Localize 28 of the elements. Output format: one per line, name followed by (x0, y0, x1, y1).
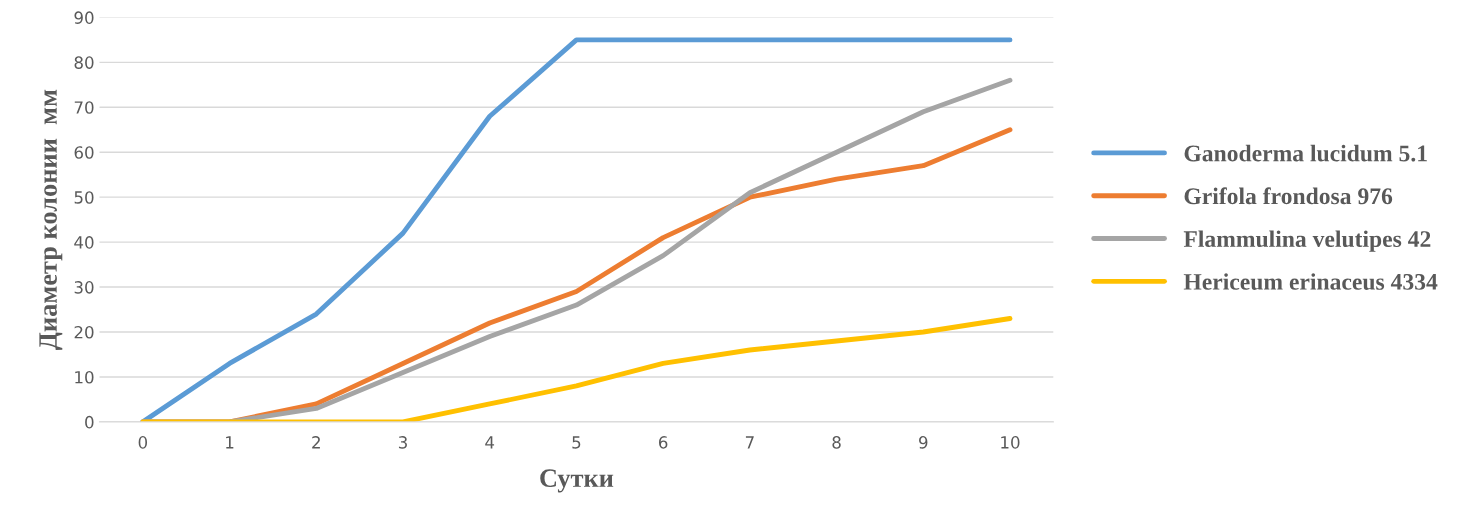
x-axis-title: Сутки (540, 469, 614, 493)
x-tick-label: 9 (919, 436, 928, 449)
x-tick-label: 10 (1001, 436, 1020, 449)
x-tick-label: 3 (398, 436, 407, 449)
y-tick-label: 80 (74, 56, 94, 69)
x-tick-label: 1 (226, 436, 234, 449)
y-tick-label: 90 (74, 11, 94, 24)
y-tick-label: 40 (74, 236, 94, 249)
x-tick-label: 7 (745, 436, 754, 449)
x-tick-label: 0 (138, 436, 148, 449)
x-tick-label: 4 (485, 436, 495, 449)
legend-label: Ganoderma lucidum 5.1 (1184, 144, 1427, 162)
y-tick-label: 30 (74, 281, 94, 294)
y-tick-label: 10 (75, 370, 94, 384)
line-series (140, 316, 1013, 422)
y-tick-label: 0 (85, 415, 94, 429)
y-tick-label: 60 (74, 146, 94, 159)
x-tick-label: 8 (832, 436, 841, 449)
y-axis-title: Диаметр колонии мм (39, 89, 63, 351)
y-tick-label: 70 (74, 101, 94, 114)
legend-label: Grifola frondosa 976 (1184, 187, 1393, 205)
y-tick-label: 50 (74, 191, 94, 204)
x-tick-label: 5 (572, 436, 581, 449)
legend-label: Flammulina velutipes 42 (1183, 230, 1431, 252)
x-tick-label: 6 (659, 436, 668, 449)
legend-label: Hericeum erinaceus 4334 (1183, 273, 1438, 290)
y-tick-label: 20 (74, 325, 94, 339)
x-tick-label: 2 (312, 436, 320, 449)
